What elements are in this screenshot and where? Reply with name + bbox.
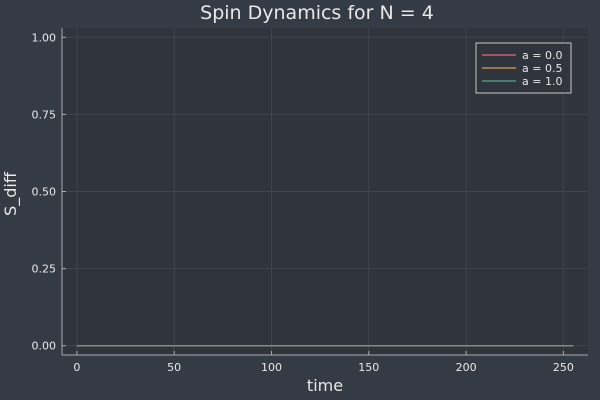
x-tick-label: 0 — [73, 361, 80, 374]
x-tick-label: 200 — [456, 361, 477, 374]
legend: a = 0.0a = 0.5a = 1.0 — [475, 42, 572, 94]
chart-title: Spin Dynamics for N = 4 — [200, 2, 434, 24]
y-tick-label: 1.00 — [32, 31, 57, 44]
x-tick-label: 100 — [261, 361, 282, 374]
y-axis-label: S_diff — [1, 171, 21, 216]
legend-label: a = 1.0 — [522, 75, 562, 88]
y-tick-label: 0.75 — [32, 108, 57, 121]
ticks: 0 50 100 150 200 250 0.00 0.25 0.50 0.75 1.00 — [32, 31, 574, 374]
x-tick-label: 250 — [553, 361, 574, 374]
legend-label: a = 0.0 — [522, 49, 562, 62]
x-tick-label: 50 — [167, 361, 181, 374]
y-tick-label: 0.00 — [32, 340, 57, 353]
y-tick-label: 0.25 — [32, 263, 57, 276]
legend-label: a = 0.5 — [522, 62, 562, 75]
y-tick-label: 0.50 — [32, 186, 57, 199]
x-tick-label: 150 — [358, 361, 379, 374]
x-axis-label: time — [307, 376, 343, 395]
